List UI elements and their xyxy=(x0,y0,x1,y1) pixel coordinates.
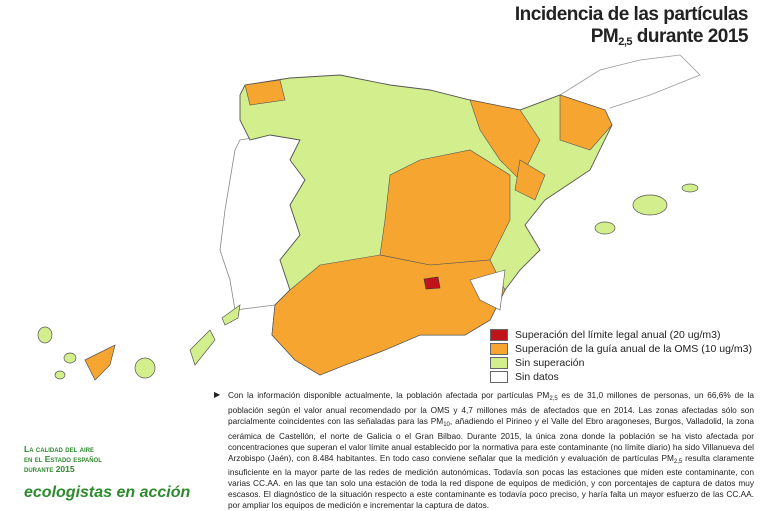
text-run: es de 31,0 millones de personas, un 66,6… xyxy=(228,390,754,426)
region-nodata xyxy=(469,269,506,311)
region-south xyxy=(271,254,506,376)
legend-swatch xyxy=(490,371,508,383)
bullet: ▶ xyxy=(214,390,221,399)
title-rest: durante 2015 xyxy=(632,26,749,47)
text-run: resulta claramente insuficiente en la ma… xyxy=(228,452,754,511)
sidebar-line: La calidad del aire xyxy=(24,444,94,454)
legend-item: Sin superación xyxy=(490,356,752,370)
legend-swatch xyxy=(490,329,508,341)
island-palma xyxy=(37,326,53,344)
region-castellon xyxy=(514,159,546,201)
sidebar: La calidad del aire en el Estado español d… xyxy=(24,444,102,474)
legend-swatch xyxy=(490,343,508,355)
island-menorca xyxy=(681,183,699,193)
region-catalonia xyxy=(559,94,613,151)
legend-label: Superación de la guía anual de la OMS (1… xyxy=(515,343,752,355)
island-grancanaria xyxy=(134,357,156,379)
legend-label: Superación del límite legal anual (20 ug… xyxy=(515,329,721,341)
sidebar-line: en el Estado español xyxy=(24,454,102,464)
island-mallorca xyxy=(632,194,668,216)
region-jaen xyxy=(423,276,441,290)
legend-swatch xyxy=(490,357,508,369)
legend: Superación del límite legal anual (20 ug… xyxy=(490,328,752,384)
subscript: 10 xyxy=(443,421,450,428)
title-line1: Incidencia de las partículas xyxy=(514,4,749,25)
title: Incidencia de las partículas PM2,5 duran… xyxy=(514,4,749,53)
region-center xyxy=(379,149,511,266)
paragraph: Con la información disponible actualment… xyxy=(228,390,754,511)
legend-item: Superación del límite legal anual (20 ug… xyxy=(490,328,752,342)
title-pm: PM xyxy=(590,26,619,47)
title-line2: PM2,5 durante 2015 xyxy=(515,26,749,53)
text-run: , añadiendo el Pirineo y el Valle del Eb… xyxy=(228,415,754,463)
logo: ecologistas en acción xyxy=(24,484,191,501)
subscript: 2,5 xyxy=(673,458,683,465)
sidebar-line: durante 2015 xyxy=(24,464,75,474)
legend-label: Sin datos xyxy=(515,371,559,383)
subscript: 2,5 xyxy=(549,396,558,402)
legend-item: Superación de la guía anual de la OMS (1… xyxy=(490,342,752,356)
title-sub: 2,5 xyxy=(618,36,632,48)
island-fuerteventura xyxy=(189,329,216,366)
map xyxy=(37,54,701,381)
region-galicia xyxy=(244,79,286,106)
island-lanzarote xyxy=(221,304,241,326)
legend-label: Sin superación xyxy=(515,357,585,369)
island-tenerife xyxy=(84,344,116,381)
legend-item: Sin datos xyxy=(490,370,752,384)
island-ibiza xyxy=(594,221,616,235)
island-gomera xyxy=(63,352,77,364)
text-run: Con la información disponible actualment… xyxy=(228,390,550,400)
island-hierro xyxy=(54,370,66,380)
